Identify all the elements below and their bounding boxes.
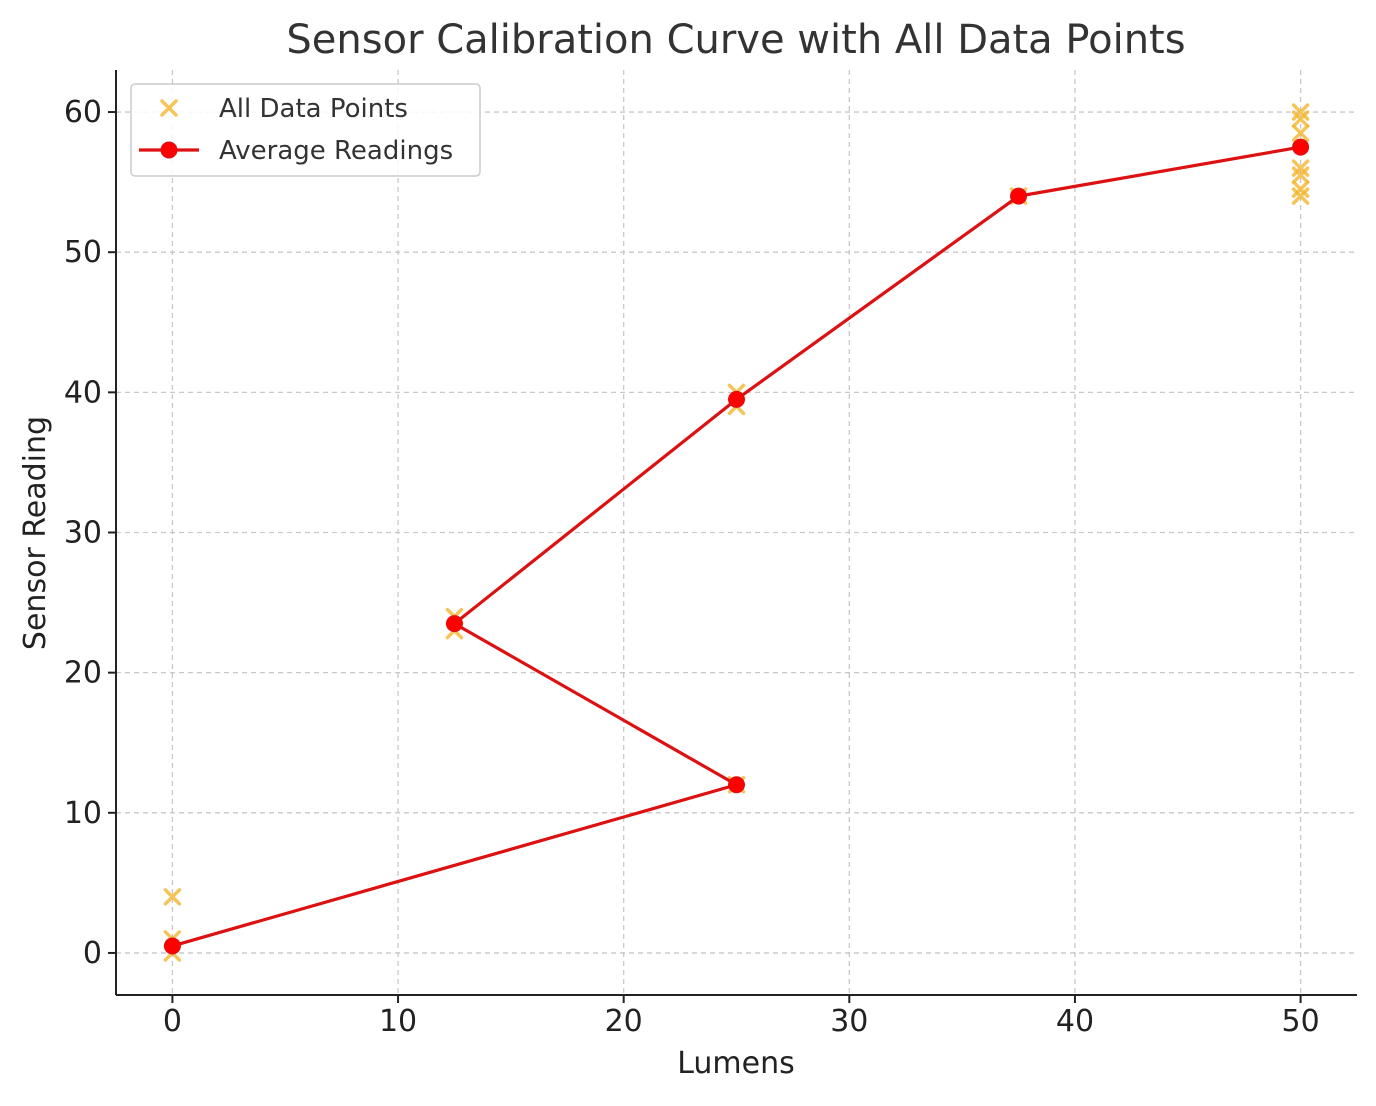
x-marker-stroke (160, 99, 178, 117)
legend-label: Average Readings (219, 136, 453, 166)
x-tick-label: 0 (163, 1004, 182, 1039)
average-readings-line (171, 145, 1301, 948)
scatter-point (1291, 124, 1310, 142)
scatter-point (163, 888, 182, 906)
average-point (445, 615, 463, 633)
average-point (1010, 187, 1028, 205)
y-tick-label: 10 (64, 796, 102, 831)
average-point (728, 776, 745, 794)
axis-ticks: 0 10 20 30 40 50 0 10 20 30 40 50 60 (64, 95, 1320, 1039)
x-tick-label: 20 (605, 1004, 643, 1039)
x-marker-stroke (1291, 103, 1310, 121)
x-marker-stroke (163, 888, 182, 906)
x-marker-stroke (1291, 159, 1310, 177)
y-tick-label: 60 (64, 95, 102, 130)
average-point (1292, 138, 1310, 156)
x-marker-stroke (1291, 180, 1310, 198)
y-axis-label: Sensor Reading (18, 416, 53, 650)
x-tick-label: 40 (1056, 1004, 1094, 1039)
grid-lines (116, 70, 1357, 995)
x-tick-label: 30 (830, 1004, 868, 1039)
y-tick-label: 40 (64, 375, 102, 410)
legend-marker-scatter (160, 99, 178, 117)
y-tick-label: 50 (64, 235, 102, 270)
scatter-point (1291, 180, 1310, 198)
legend-marker-point (160, 141, 178, 159)
y-tick-label: 30 (64, 516, 102, 551)
y-tick-label: 0 (83, 936, 102, 971)
scatter-point (1291, 103, 1310, 121)
chart-title: Sensor Calibration Curve with All Data P… (286, 17, 1185, 63)
legend-label: All Data Points (219, 94, 408, 124)
y-tick-label: 20 (64, 656, 102, 691)
scatter-point (1291, 159, 1310, 177)
average-point (163, 937, 181, 955)
x-tick-label: 10 (379, 1004, 417, 1039)
x-axis-label: Lumens (677, 1046, 795, 1081)
plot-series (163, 103, 1310, 962)
average-point (728, 390, 745, 408)
legend-box (130, 83, 481, 177)
x-tick-label: 50 (1281, 1004, 1319, 1039)
legend: All Data Points Average Readings (130, 83, 481, 177)
x-marker-stroke (1291, 124, 1310, 142)
